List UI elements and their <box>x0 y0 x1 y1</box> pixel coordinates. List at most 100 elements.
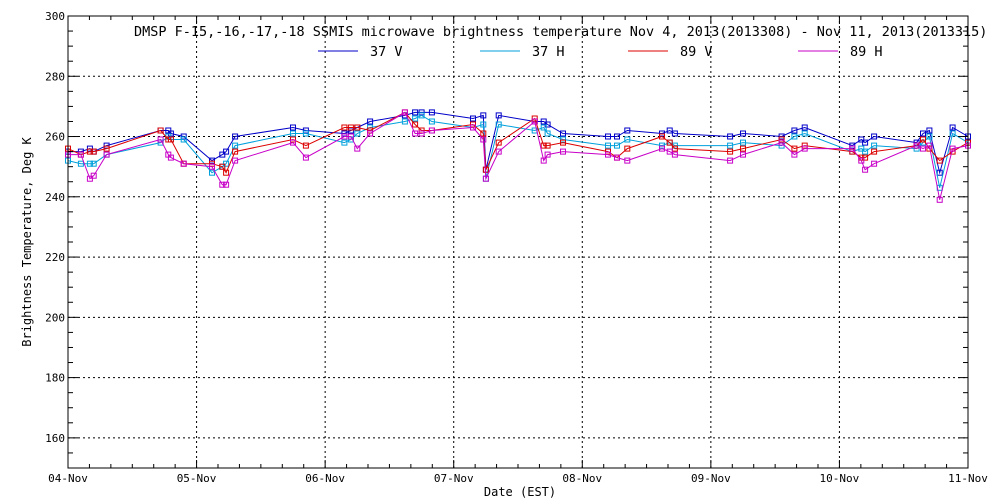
data-point <box>354 145 361 152</box>
data-point <box>495 148 502 155</box>
data-point <box>495 139 502 146</box>
y-axis-label: Brightness Temperature, Deg K <box>20 136 34 346</box>
data-point <box>936 169 943 176</box>
data-point <box>849 145 856 152</box>
x-tick-label: 04-Nov <box>48 472 88 485</box>
data-point <box>412 115 419 122</box>
y-tick-label: 260 <box>45 131 65 144</box>
data-point <box>428 109 435 116</box>
data-point <box>77 160 84 167</box>
data-point <box>90 148 97 155</box>
x-tick-label: 05-Nov <box>177 472 217 485</box>
data-point <box>624 127 631 134</box>
data-point <box>470 124 476 131</box>
data-point <box>560 139 566 146</box>
data-point <box>412 130 419 137</box>
data-point <box>180 136 187 143</box>
data-point <box>347 124 354 131</box>
x-tick-label: 09-Nov <box>691 472 731 485</box>
data-point <box>232 133 239 140</box>
data-point <box>223 148 230 155</box>
series-line <box>68 111 969 175</box>
data-point <box>727 157 734 164</box>
data-point <box>167 136 174 143</box>
data-point <box>614 133 620 140</box>
y-tick-label: 240 <box>45 191 65 204</box>
data-point <box>949 124 956 131</box>
series-line <box>67 111 969 174</box>
data-point <box>727 148 734 155</box>
data-point <box>920 145 926 152</box>
data-point <box>480 130 487 137</box>
data-point <box>778 136 785 143</box>
legend-label: 37 H <box>532 44 565 60</box>
data-point <box>428 127 435 134</box>
y-tick-label: 200 <box>45 311 65 324</box>
data-point <box>560 130 566 137</box>
legend: 37 V 37 H 89 V 89 H <box>318 44 883 60</box>
data-point <box>480 112 487 119</box>
data-point <box>605 142 611 149</box>
legend-label: 89 H <box>850 44 883 60</box>
data-point <box>86 148 93 155</box>
series-line <box>67 114 969 188</box>
data-point <box>926 142 933 149</box>
data-point <box>778 139 785 146</box>
y-tick-label: 180 <box>45 372 65 385</box>
data-point <box>862 148 869 155</box>
data-point <box>157 136 164 143</box>
data-point <box>801 124 808 131</box>
data-point <box>302 130 309 137</box>
data-point <box>858 136 865 143</box>
data-point <box>103 151 110 158</box>
data-point <box>418 130 425 137</box>
legend-label: 37 V <box>370 44 403 60</box>
data-point <box>544 151 551 158</box>
data-point <box>671 130 678 137</box>
data-point <box>209 169 215 176</box>
data-point <box>791 127 798 134</box>
data-point <box>727 133 734 140</box>
data-point <box>232 157 239 164</box>
data-point <box>223 181 230 188</box>
data-point <box>341 133 348 140</box>
data-point <box>801 145 808 152</box>
data-point <box>167 154 174 161</box>
data-point <box>740 145 746 152</box>
data-point <box>367 118 374 125</box>
x-axis-label: Date (EST) <box>484 485 556 499</box>
data-point <box>791 145 798 152</box>
series-line <box>68 111 969 200</box>
data-point <box>347 133 354 140</box>
data-point <box>354 124 361 131</box>
data-point <box>949 145 956 152</box>
data-point <box>290 124 296 131</box>
data-point <box>86 160 93 167</box>
series-89-h <box>65 109 971 203</box>
data-point <box>401 109 408 116</box>
data-point <box>495 121 502 128</box>
data-point <box>341 124 348 131</box>
data-point <box>871 148 878 155</box>
data-point <box>871 142 878 149</box>
data-point <box>290 136 296 143</box>
data-point <box>801 130 808 137</box>
data-point <box>614 154 620 161</box>
y-tick-label: 300 <box>45 10 65 23</box>
data-point <box>219 163 226 170</box>
y-tick-label: 220 <box>45 251 65 264</box>
data-point <box>560 136 566 143</box>
data-point <box>614 142 620 149</box>
data-point <box>920 130 926 137</box>
data-point <box>531 118 538 125</box>
data-point <box>540 124 547 131</box>
data-point <box>659 133 665 140</box>
data-point <box>290 130 296 137</box>
data-point <box>482 175 489 182</box>
data-point <box>90 160 97 167</box>
axis-ticks: 04-Nov 05-Nov 06-Nov 07-Nov 08-Nov 09-Nov 10-N… <box>45 10 988 485</box>
data-point <box>544 142 551 149</box>
data-point <box>103 145 110 152</box>
data-point <box>495 112 502 119</box>
